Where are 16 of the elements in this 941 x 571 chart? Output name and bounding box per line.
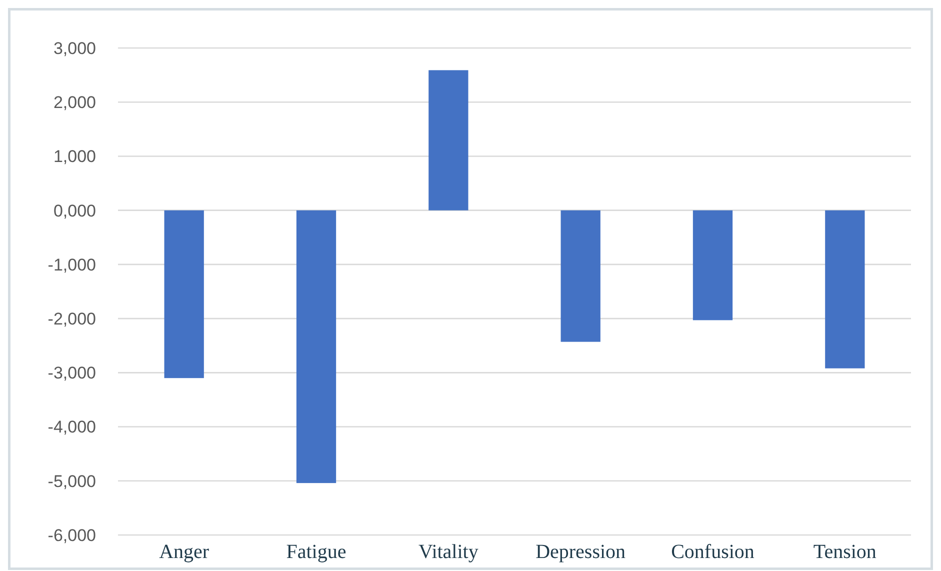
x-tick-label: Confusion — [671, 541, 754, 563]
x-tick-label: Tension — [813, 541, 876, 563]
x-tick-label: Vitality — [418, 541, 478, 563]
y-tick-label: -3,000 — [48, 364, 96, 383]
y-tick-label: -6,000 — [48, 526, 96, 545]
y-tick-label: 0,000 — [53, 201, 96, 220]
y-tick-label: 2,000 — [53, 93, 96, 112]
x-tick-label: Depression — [536, 541, 626, 563]
y-tick-label: -5,000 — [48, 472, 96, 491]
x-tick-label: Anger — [159, 541, 210, 563]
x-tick-label: Fatigue — [286, 541, 346, 563]
y-tick-label: 1,000 — [53, 147, 96, 166]
y-tick-label: -1,000 — [48, 255, 96, 274]
y-tick-label: 3,000 — [53, 38, 96, 58]
y-tick-label: -2,000 — [48, 310, 96, 329]
y-tick-label: -4,000 — [48, 418, 96, 437]
